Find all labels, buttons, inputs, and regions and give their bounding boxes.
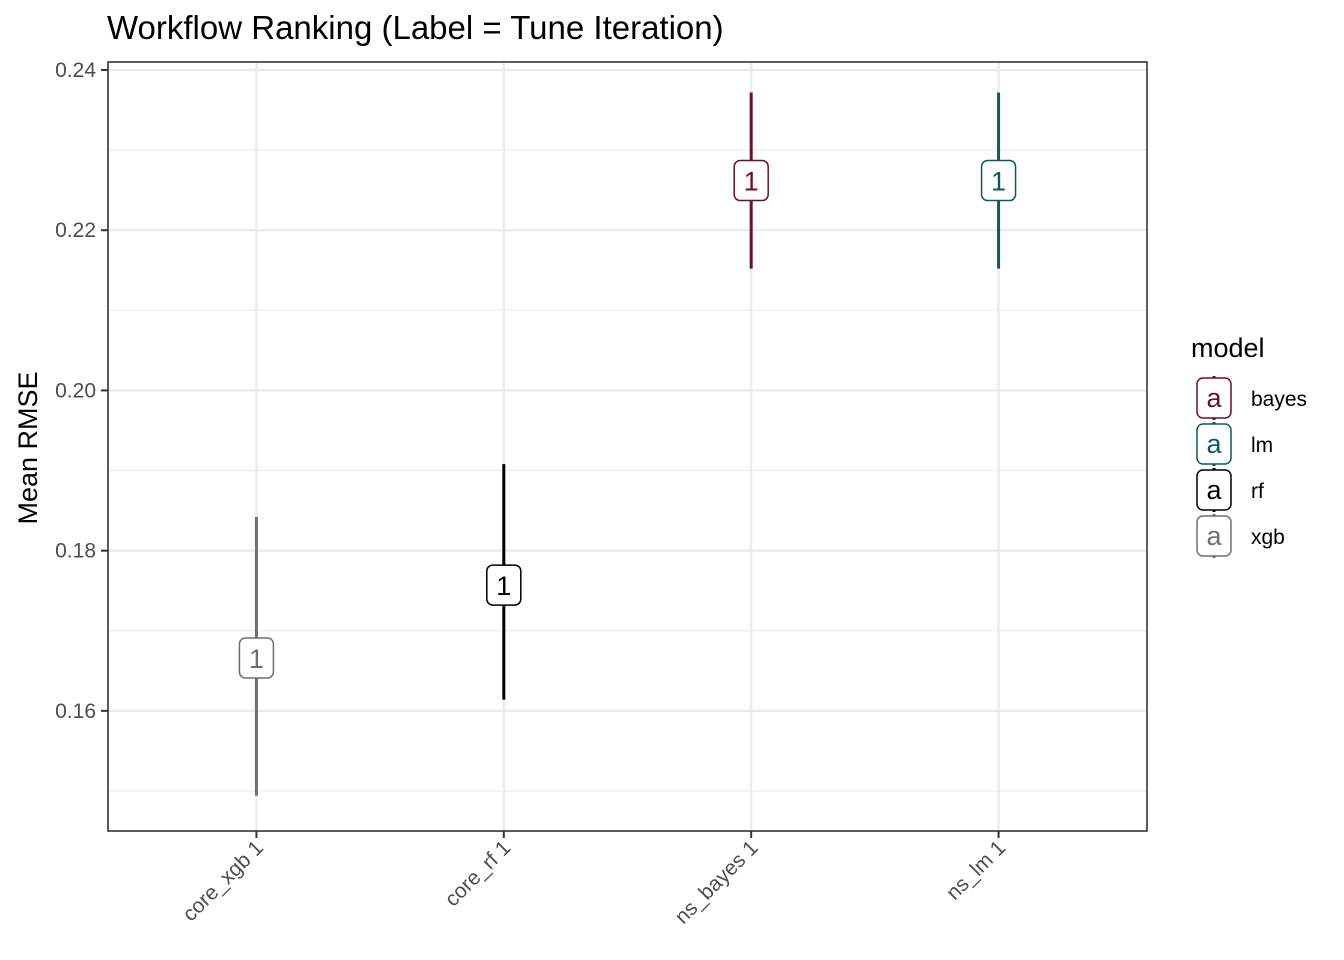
label-text: 1	[496, 571, 511, 601]
point-label-xgb: 1	[238, 637, 275, 679]
label-text: 1	[249, 644, 264, 674]
legend-key-glyph: a	[1206, 383, 1222, 413]
legend-entry-lm: a lm	[1196, 422, 1273, 466]
label-box	[980, 159, 1017, 202]
label-text: 1	[991, 167, 1006, 197]
legend-entry-rf: a rf	[1196, 468, 1264, 512]
x-tick-label: ns_lm 1	[942, 836, 1010, 904]
legend-entry-xgb: a xgb	[1196, 514, 1285, 558]
legend: model a bayes a lm a rf a xgb	[1191, 333, 1307, 558]
y-tick-label: 0.20	[55, 379, 96, 402]
legend-key-box	[1196, 423, 1232, 465]
x-tick-label: core_rf 1	[440, 836, 515, 911]
y-tick-label: 0.16	[55, 700, 96, 723]
point-label-bayes: 1	[733, 159, 769, 202]
legend-label: rf	[1251, 480, 1264, 503]
x-tick-label: core_xgb 1	[178, 836, 268, 926]
y-axis-title: Mean RMSE	[13, 371, 43, 524]
panel-border	[107, 61, 1148, 832]
legend-key-box	[1196, 515, 1232, 557]
legend-key-glyph: a	[1206, 429, 1222, 459]
point-label-lm: 1	[980, 159, 1017, 202]
label-box	[733, 159, 769, 202]
chart-title: Workflow Ranking (Label = Tune Iteration…	[107, 9, 724, 46]
legend-key-box	[1196, 377, 1232, 419]
legend-entry-bayes: a bayes	[1196, 376, 1307, 420]
plot-panel	[107, 61, 1148, 832]
label-box	[486, 564, 522, 606]
y-tick-label: 0.24	[55, 59, 96, 82]
y-axis: 0.16 0.18 0.20 0.22 0.24	[55, 59, 108, 723]
legend-label: xgb	[1251, 526, 1285, 549]
label-text: 1	[744, 167, 759, 197]
panel-background	[108, 62, 1147, 831]
legend-key-box	[1196, 469, 1232, 511]
x-axis: core_xgb 1 core_rf 1 ns_bayes 1 ns_lm 1	[178, 831, 1010, 928]
point-label-rf: 1	[486, 564, 522, 606]
legend-title: model	[1191, 333, 1265, 363]
y-tick-label: 0.18	[55, 540, 96, 563]
label-box	[238, 637, 275, 679]
legend-label: bayes	[1251, 388, 1307, 411]
legend-label: lm	[1251, 434, 1273, 457]
y-tick-label: 0.22	[55, 219, 96, 242]
x-tick-label: ns_bayes 1	[671, 836, 763, 928]
data-marks: 1 1 1 1	[238, 92, 1017, 796]
legend-key-glyph: a	[1206, 521, 1222, 551]
legend-key-glyph: a	[1206, 475, 1222, 505]
